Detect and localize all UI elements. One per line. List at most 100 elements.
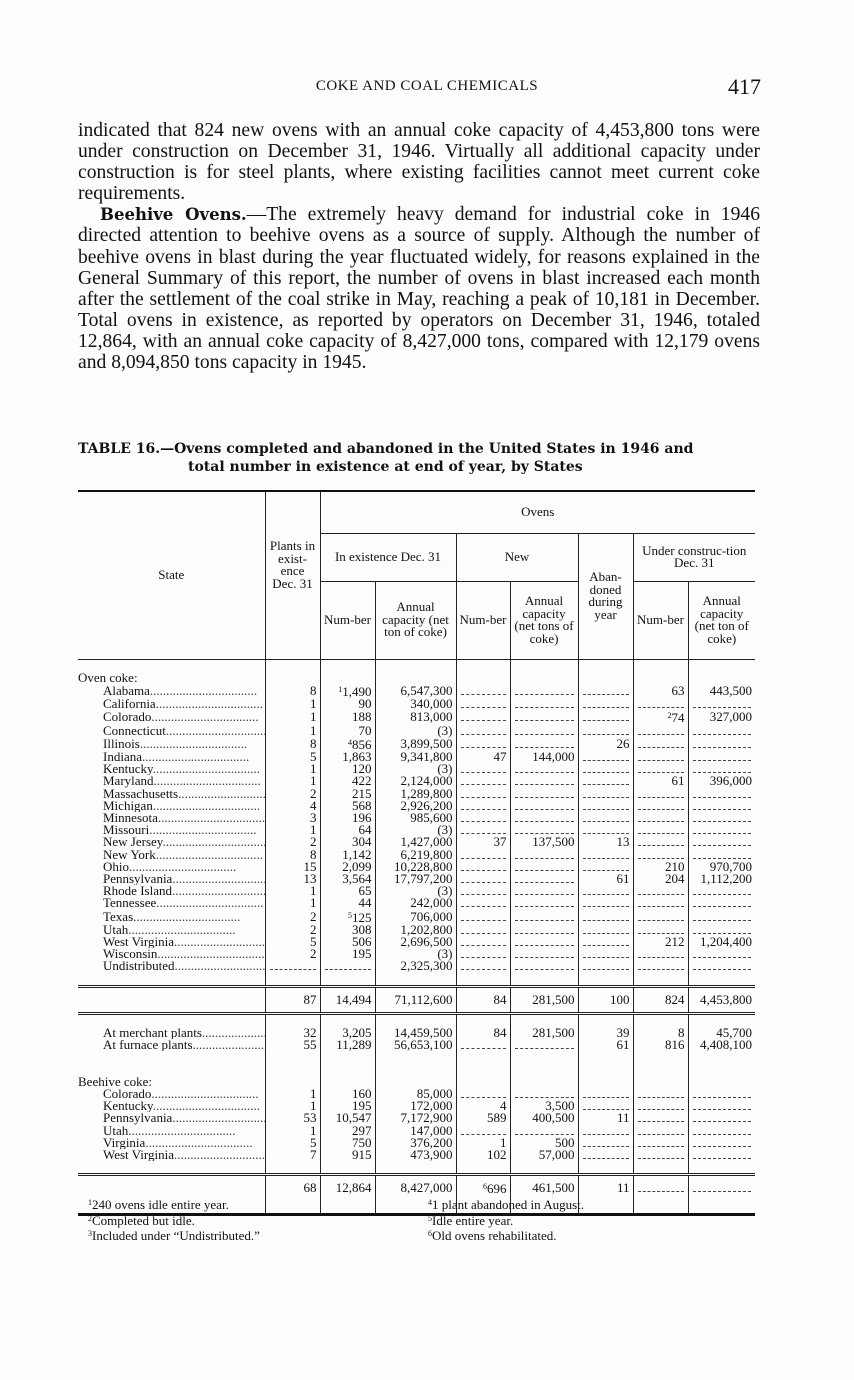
dash-leader: [460, 777, 506, 786]
dash-leader: [460, 851, 506, 859]
cell-uc-num: [632, 1087, 688, 1101]
cell-value: (3): [437, 883, 453, 899]
dash-leader: [460, 1127, 506, 1135]
cell-plants: 32: [264, 1026, 320, 1040]
table-row: Colorado................................…: [78, 709, 756, 725]
spacer-row: [78, 1051, 756, 1064]
cell-new-cap: [509, 860, 578, 873]
cell-value: 2,926,200: [400, 797, 453, 813]
cell-plants: 1: [264, 697, 320, 711]
cell-value: 8,427,000: [400, 1180, 453, 1196]
cell-plants: 2: [264, 947, 320, 961]
cell-aband: [577, 811, 633, 825]
cell-cap: 85,000: [374, 1087, 456, 1101]
cell-value: 8: [310, 735, 317, 751]
cell-uc-cap: [687, 885, 756, 898]
cell-plants: 55: [264, 1038, 320, 1052]
cell-cap: (3): [374, 883, 456, 899]
table-body: Oven coke: Alabama.......................…: [78, 659, 756, 1216]
state-cell: California..............................…: [103, 698, 263, 711]
caption-line: TABLE 16.—Ovens completed and abandoned …: [78, 441, 694, 457]
cell-plants: 15: [264, 860, 320, 873]
cell-new-cap: [509, 923, 578, 936]
cell-plants: 5: [264, 1136, 320, 1149]
cell-new-cap: 137,500: [509, 835, 578, 849]
cell-new-num: [455, 763, 510, 776]
cell-plants: 68: [264, 1173, 320, 1201]
table-row: 68 12,864 8,427,000 6696 461,500 11: [78, 1173, 756, 1201]
cell-uc-num: 824: [632, 984, 688, 1014]
cell-uc-num: [632, 1136, 688, 1149]
cell-plants: 4: [264, 797, 320, 813]
cell-uc-num: [632, 1173, 688, 1201]
cell-uc-cap: [687, 1100, 756, 1113]
cell-cap: 2,124,000: [374, 774, 456, 788]
dash-leader: [692, 753, 752, 761]
cell-uc-num: [632, 909, 688, 924]
cell-value: 4: [310, 797, 317, 813]
cell-uc-num: [632, 824, 688, 837]
cell-uc-cap: 4,408,100: [687, 1038, 756, 1052]
cell-value: 87: [303, 991, 317, 1007]
dash-leader: [582, 863, 629, 871]
dash-leader: [582, 826, 629, 835]
cell-value: 1,142: [342, 846, 372, 862]
cell-value: 8: [310, 682, 317, 698]
dash-leader: [514, 790, 574, 798]
cell-num: 196: [319, 811, 375, 825]
header-annual-capacity: Annual capacity (net ton of coke): [687, 581, 756, 659]
cell-aband: [577, 787, 633, 800]
dash-leader: [582, 802, 629, 810]
cell-cap: 1,289,800: [374, 787, 456, 800]
cell-new-num: 6696: [455, 1173, 510, 1201]
table-row: Pennsylvania............................…: [78, 872, 756, 886]
table-row: Missouri................................…: [78, 822, 756, 838]
cell-value: (3): [437, 761, 453, 777]
cell-value: 4,453,800: [700, 991, 753, 1007]
group-label: Oven coke:: [78, 671, 138, 684]
cell-plants: 1: [264, 884, 320, 898]
cell-value: 147,000: [410, 1122, 453, 1138]
state-name: Undistributed: [103, 960, 175, 973]
cell-value: 1: [500, 1134, 507, 1150]
cell-aband: 11: [577, 1111, 633, 1125]
table-row: At merchant plants......................…: [78, 1026, 756, 1040]
state-name: California: [103, 698, 156, 711]
dash-leader: [692, 802, 752, 810]
cell-value: 1,863: [342, 748, 372, 764]
footnote: 6Old ovens rehabilitated.: [428, 1227, 584, 1243]
table-row: Texas................................. 2 5…: [78, 909, 756, 924]
state-name: Texas: [103, 909, 134, 924]
dash-leader: [692, 1127, 752, 1135]
dash-leader: [514, 875, 574, 884]
spacer-row: [78, 1200, 756, 1216]
dash-leader: [582, 1102, 629, 1111]
cell-value: 61: [616, 1037, 630, 1053]
cell-value: 13: [616, 834, 630, 850]
cell-uc-cap: [687, 1148, 756, 1162]
cell-new-cap: [509, 698, 578, 711]
table-row: Utah................................. 2 30…: [78, 923, 756, 936]
cell-value: 1: [310, 1085, 317, 1101]
cell-value: 64: [358, 822, 372, 838]
cell-new-cap: [509, 799, 578, 812]
dash-leader: [514, 863, 574, 871]
cell-value: 1: [310, 1122, 317, 1138]
cell-value: 1: [310, 895, 317, 911]
cell-cap: 3,899,500: [374, 736, 456, 751]
cell-uc-cap: [687, 909, 756, 924]
state-cell: Rhode Island............................…: [103, 885, 265, 898]
dash-leader: [637, 700, 684, 709]
state-name: Illinois: [103, 736, 140, 751]
dash-leader: [637, 802, 684, 810]
dash-leader: [692, 962, 752, 971]
state-name: Rhode Island: [103, 885, 172, 898]
dash-leader: [582, 1127, 629, 1135]
dash-leader: [582, 962, 629, 971]
cell-value: 10,547: [335, 1110, 372, 1126]
cell-uc-cap: 1,112,200: [687, 872, 756, 886]
cell-aband: [577, 948, 633, 961]
cell-value: 37: [493, 834, 507, 850]
cell-value: 1: [310, 709, 317, 725]
dash-leader: [637, 826, 684, 835]
